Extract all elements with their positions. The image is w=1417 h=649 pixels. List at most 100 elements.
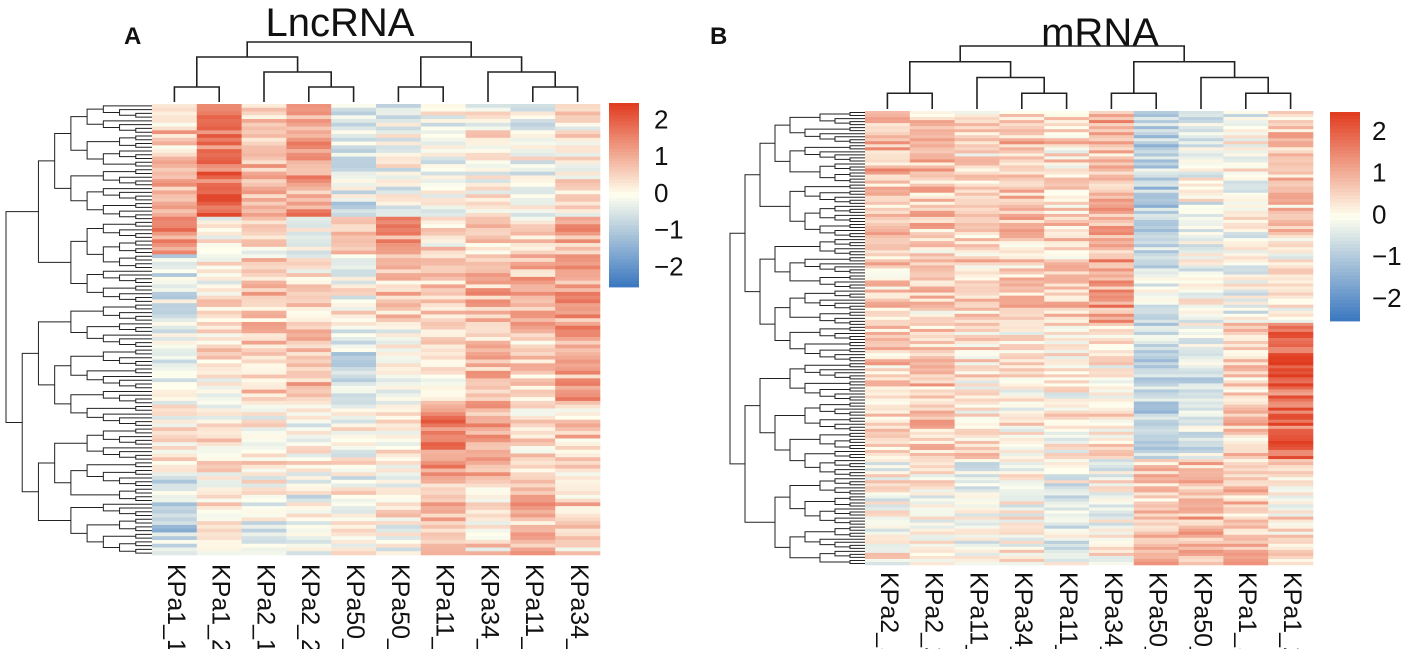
heatmap-cell	[1133, 171, 1179, 175]
heatmap-cell	[1089, 510, 1135, 514]
heatmap-cell	[1044, 114, 1090, 118]
heatmap-cell	[510, 104, 556, 109]
heatmap-cell	[865, 519, 911, 523]
dendrogram-branch	[135, 112, 152, 118]
heatmap-cell	[1133, 219, 1179, 224]
heatmap-cell	[999, 331, 1045, 336]
heatmap-cell	[909, 477, 955, 481]
heatmap-cell	[1178, 410, 1224, 414]
dendrogram-branch	[135, 142, 152, 148]
heatmap-cell	[909, 344, 955, 348]
heatmap-cell	[465, 273, 511, 278]
dendrogram-branch	[135, 454, 152, 460]
dendrogram-branch	[86, 141, 120, 160]
heatmap-cell	[1133, 147, 1179, 151]
legend-swatch	[1330, 300, 1360, 304]
legend-swatch	[1330, 279, 1360, 284]
heatmap-cell	[865, 453, 911, 457]
heatmap-cell	[241, 427, 287, 432]
heatmap-cell	[1044, 174, 1090, 178]
heatmap-cell	[1044, 453, 1090, 457]
dendrogram-branch	[834, 550, 865, 557]
heatmap-cell	[465, 134, 511, 139]
heatmap-cell	[1223, 552, 1269, 557]
heatmap-cell	[555, 314, 601, 319]
heatmap-cell	[1044, 434, 1090, 439]
heatmap-cell	[954, 334, 1000, 339]
heatmap-cell	[1178, 534, 1224, 539]
heatmap-cell	[1268, 456, 1314, 460]
heatmap-cell	[954, 126, 1000, 130]
heatmap-cell	[865, 322, 911, 327]
heatmap-cell	[510, 415, 556, 420]
heatmap-cell	[152, 145, 198, 150]
heatmap-cell	[465, 423, 511, 428]
dendrogram-branch	[834, 460, 865, 466]
heatmap-cell	[865, 123, 911, 127]
heatmap-cell	[196, 212, 242, 218]
heatmap-cell	[555, 412, 601, 417]
heatmap-cell	[196, 494, 242, 499]
heatmap-cell	[1268, 286, 1314, 290]
heatmap-cell	[999, 540, 1045, 545]
legend-swatch	[1330, 195, 1360, 200]
heatmap-cell	[152, 517, 198, 522]
heatmap-cell	[1044, 192, 1090, 197]
legend-swatch	[1330, 202, 1360, 207]
heatmap-cell	[1133, 413, 1179, 417]
heatmap-cell	[286, 329, 332, 334]
heatmap-cell	[1089, 489, 1135, 493]
heatmap-cell	[1223, 371, 1269, 375]
heatmap-cell	[999, 310, 1045, 315]
heatmap-cell	[555, 434, 601, 439]
heatmap-cell	[1268, 362, 1314, 366]
heatmap-cell	[1133, 404, 1179, 408]
heatmap-cell	[1044, 344, 1090, 348]
heatmap-cell	[1268, 265, 1314, 269]
heatmap-cell	[555, 389, 601, 394]
heatmap-cell	[909, 474, 955, 478]
heatmap-cell	[286, 145, 332, 150]
heatmap-cell	[1133, 359, 1179, 363]
heatmap-cell	[376, 115, 422, 120]
heatmap-cell	[1268, 156, 1314, 160]
heatmap-cell	[1133, 262, 1179, 266]
dendrogram-branch	[729, 232, 745, 465]
heatmap-cell	[241, 306, 287, 312]
dendrogram-branch	[135, 349, 152, 355]
heatmap-cell	[510, 254, 556, 259]
heatmap-cell	[865, 222, 911, 227]
heatmap-cell	[1268, 331, 1314, 336]
heatmap-cell	[999, 226, 1045, 230]
heatmap-cell	[1223, 316, 1269, 321]
heatmap-cell	[510, 137, 556, 142]
heatmap-cell	[241, 457, 287, 462]
heatmap-cell	[196, 209, 242, 214]
heatmap-cell	[1178, 150, 1224, 154]
heatmap-cell	[152, 378, 198, 383]
heatmap-cell	[954, 235, 1000, 239]
heatmap-cell	[865, 465, 911, 469]
heatmap-cell	[954, 156, 1000, 160]
heatmap-cell	[1268, 274, 1314, 278]
heatmap-cell	[376, 171, 422, 176]
heatmap-cell	[1133, 462, 1179, 466]
heatmap-cell	[909, 549, 955, 554]
heatmap-cell	[865, 238, 911, 242]
heatmap-cell	[1044, 407, 1090, 411]
heatmap-cell	[865, 555, 911, 560]
heatmap-cell	[241, 152, 287, 157]
heatmap-cell	[1223, 304, 1269, 309]
heatmap-cell	[865, 359, 911, 363]
dendrogram-branch	[102, 120, 152, 128]
heatmap-cell	[331, 521, 377, 526]
heatmap-cell	[1268, 268, 1314, 272]
heatmap-cell	[376, 134, 422, 139]
dendrogram-branch	[102, 471, 136, 482]
heatmap-cell	[999, 328, 1045, 333]
heatmap-cell	[376, 261, 422, 266]
heatmap-cell	[999, 446, 1045, 451]
heatmap-cell	[465, 254, 511, 259]
heatmap-cell	[865, 531, 911, 536]
heatmap-cell	[152, 288, 198, 293]
